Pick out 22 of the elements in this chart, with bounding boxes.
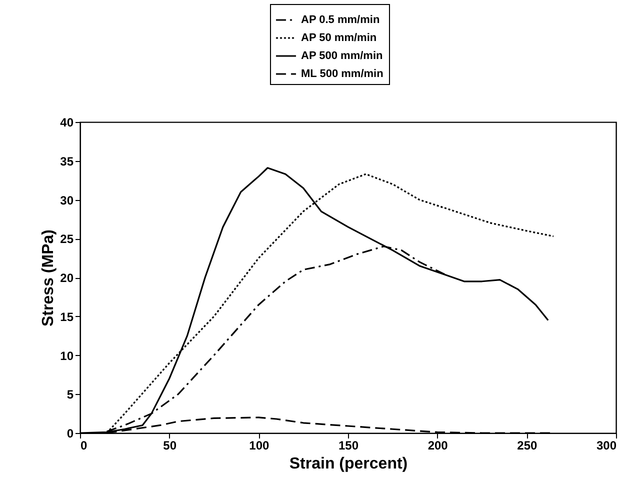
x-tick-label: 100	[249, 438, 270, 452]
x-tick-label: 0	[80, 438, 88, 452]
y-tick-label: 0	[66, 426, 74, 440]
y-tick-label: 5	[66, 388, 74, 402]
x-tick-label: 200	[428, 438, 448, 452]
x-tick-label: 150	[338, 438, 359, 452]
legend-label: AP 0.5 mm/min	[301, 14, 380, 26]
legend-label: AP 50 mm/min	[301, 32, 377, 44]
y-axis-title: Stress (MPa)	[40, 230, 58, 326]
y-tick-label: 30	[60, 193, 74, 208]
y-tick-label: 40	[60, 116, 74, 130]
x-tick-label: 250	[517, 438, 538, 452]
y-tick-label: 25	[60, 232, 74, 246]
y-tick-label: 35	[60, 154, 74, 168]
y-tick-label: 15	[60, 310, 74, 324]
x-tick-label: 50	[163, 438, 177, 452]
legend-label: ML 500 mm/min	[301, 68, 384, 80]
x-tick-label: 300	[596, 438, 617, 452]
x-axis-title: Strain (percent)	[289, 456, 408, 472]
y-tick-label: 20	[60, 271, 74, 285]
legend-label: AP 500 mm/min	[301, 50, 383, 62]
y-tick-label: 10	[60, 348, 74, 363]
